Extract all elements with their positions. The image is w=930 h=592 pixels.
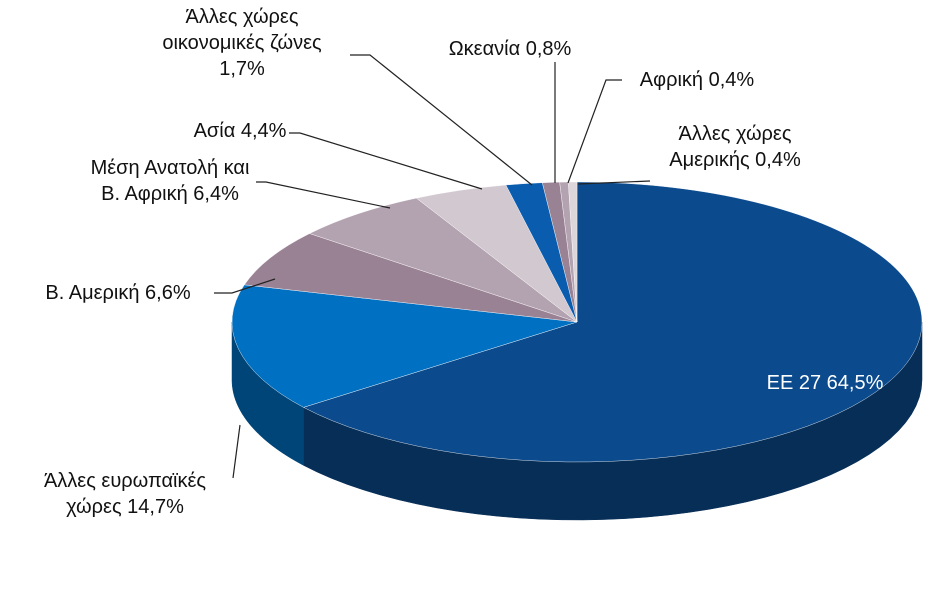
leader-line <box>232 424 241 479</box>
value-label: 6,4% <box>193 183 239 205</box>
value-label: 64,5% <box>826 372 884 394</box>
slice <box>231 284 578 408</box>
leader-line <box>256 181 391 209</box>
slice-label: Άλλες ευρωπαϊκές χώρες 14,7% <box>15 468 235 520</box>
leader-line <box>289 132 483 190</box>
leader-line <box>214 278 276 294</box>
value-label: 14,7% <box>127 496 184 518</box>
slice-label: Ασία 4,4% <box>140 118 340 144</box>
slice-label: Ωκεανία 0,8% <box>410 36 610 62</box>
slice <box>244 233 578 323</box>
slice <box>303 181 923 463</box>
category-name: Μέση Ανατολή και Β. Αφρική <box>90 157 250 205</box>
slice-label: Αφρική 0,4% <box>617 67 777 93</box>
value-label: 0,8% <box>525 38 572 60</box>
slice <box>309 197 578 323</box>
slice-label: Μέση Ανατολή και Β. Αφρική 6,4% <box>85 155 255 207</box>
category-name: Ωκεανία <box>448 38 521 60</box>
category-name: Άλλες χώρες Αμερικής <box>669 123 792 171</box>
leader-line <box>350 54 533 186</box>
category-name: Αφρική <box>639 69 704 91</box>
leader-line <box>577 180 651 185</box>
category-name: ΕΕ 27 <box>766 372 822 394</box>
value-label: 4,4% <box>240 120 287 142</box>
value-label: 1,7% <box>219 58 265 80</box>
category-name: Ασία <box>193 120 236 142</box>
category-name: Άλλες χώρες οικονομικές ζώνες <box>162 6 322 54</box>
category-name: Β. Αμερική <box>45 282 140 304</box>
value-label: 6,6% <box>145 282 191 304</box>
slice-label: Άλλες χώρες οικονομικές ζώνες 1,7% <box>152 4 332 82</box>
slice-label: Β. Αμερική 6,6% <box>8 280 228 306</box>
value-label: 0,4% <box>708 69 755 91</box>
leader-lines <box>214 54 651 479</box>
value-label: 0,4% <box>755 149 801 171</box>
leader-line <box>567 79 622 184</box>
slice-label: ΕΕ 27 64,5% <box>725 370 925 396</box>
category-name: Άλλες ευρωπαϊκές χώρες <box>43 470 207 518</box>
slice-label: Άλλες χώρες Αμερικής 0,4% <box>650 121 820 173</box>
